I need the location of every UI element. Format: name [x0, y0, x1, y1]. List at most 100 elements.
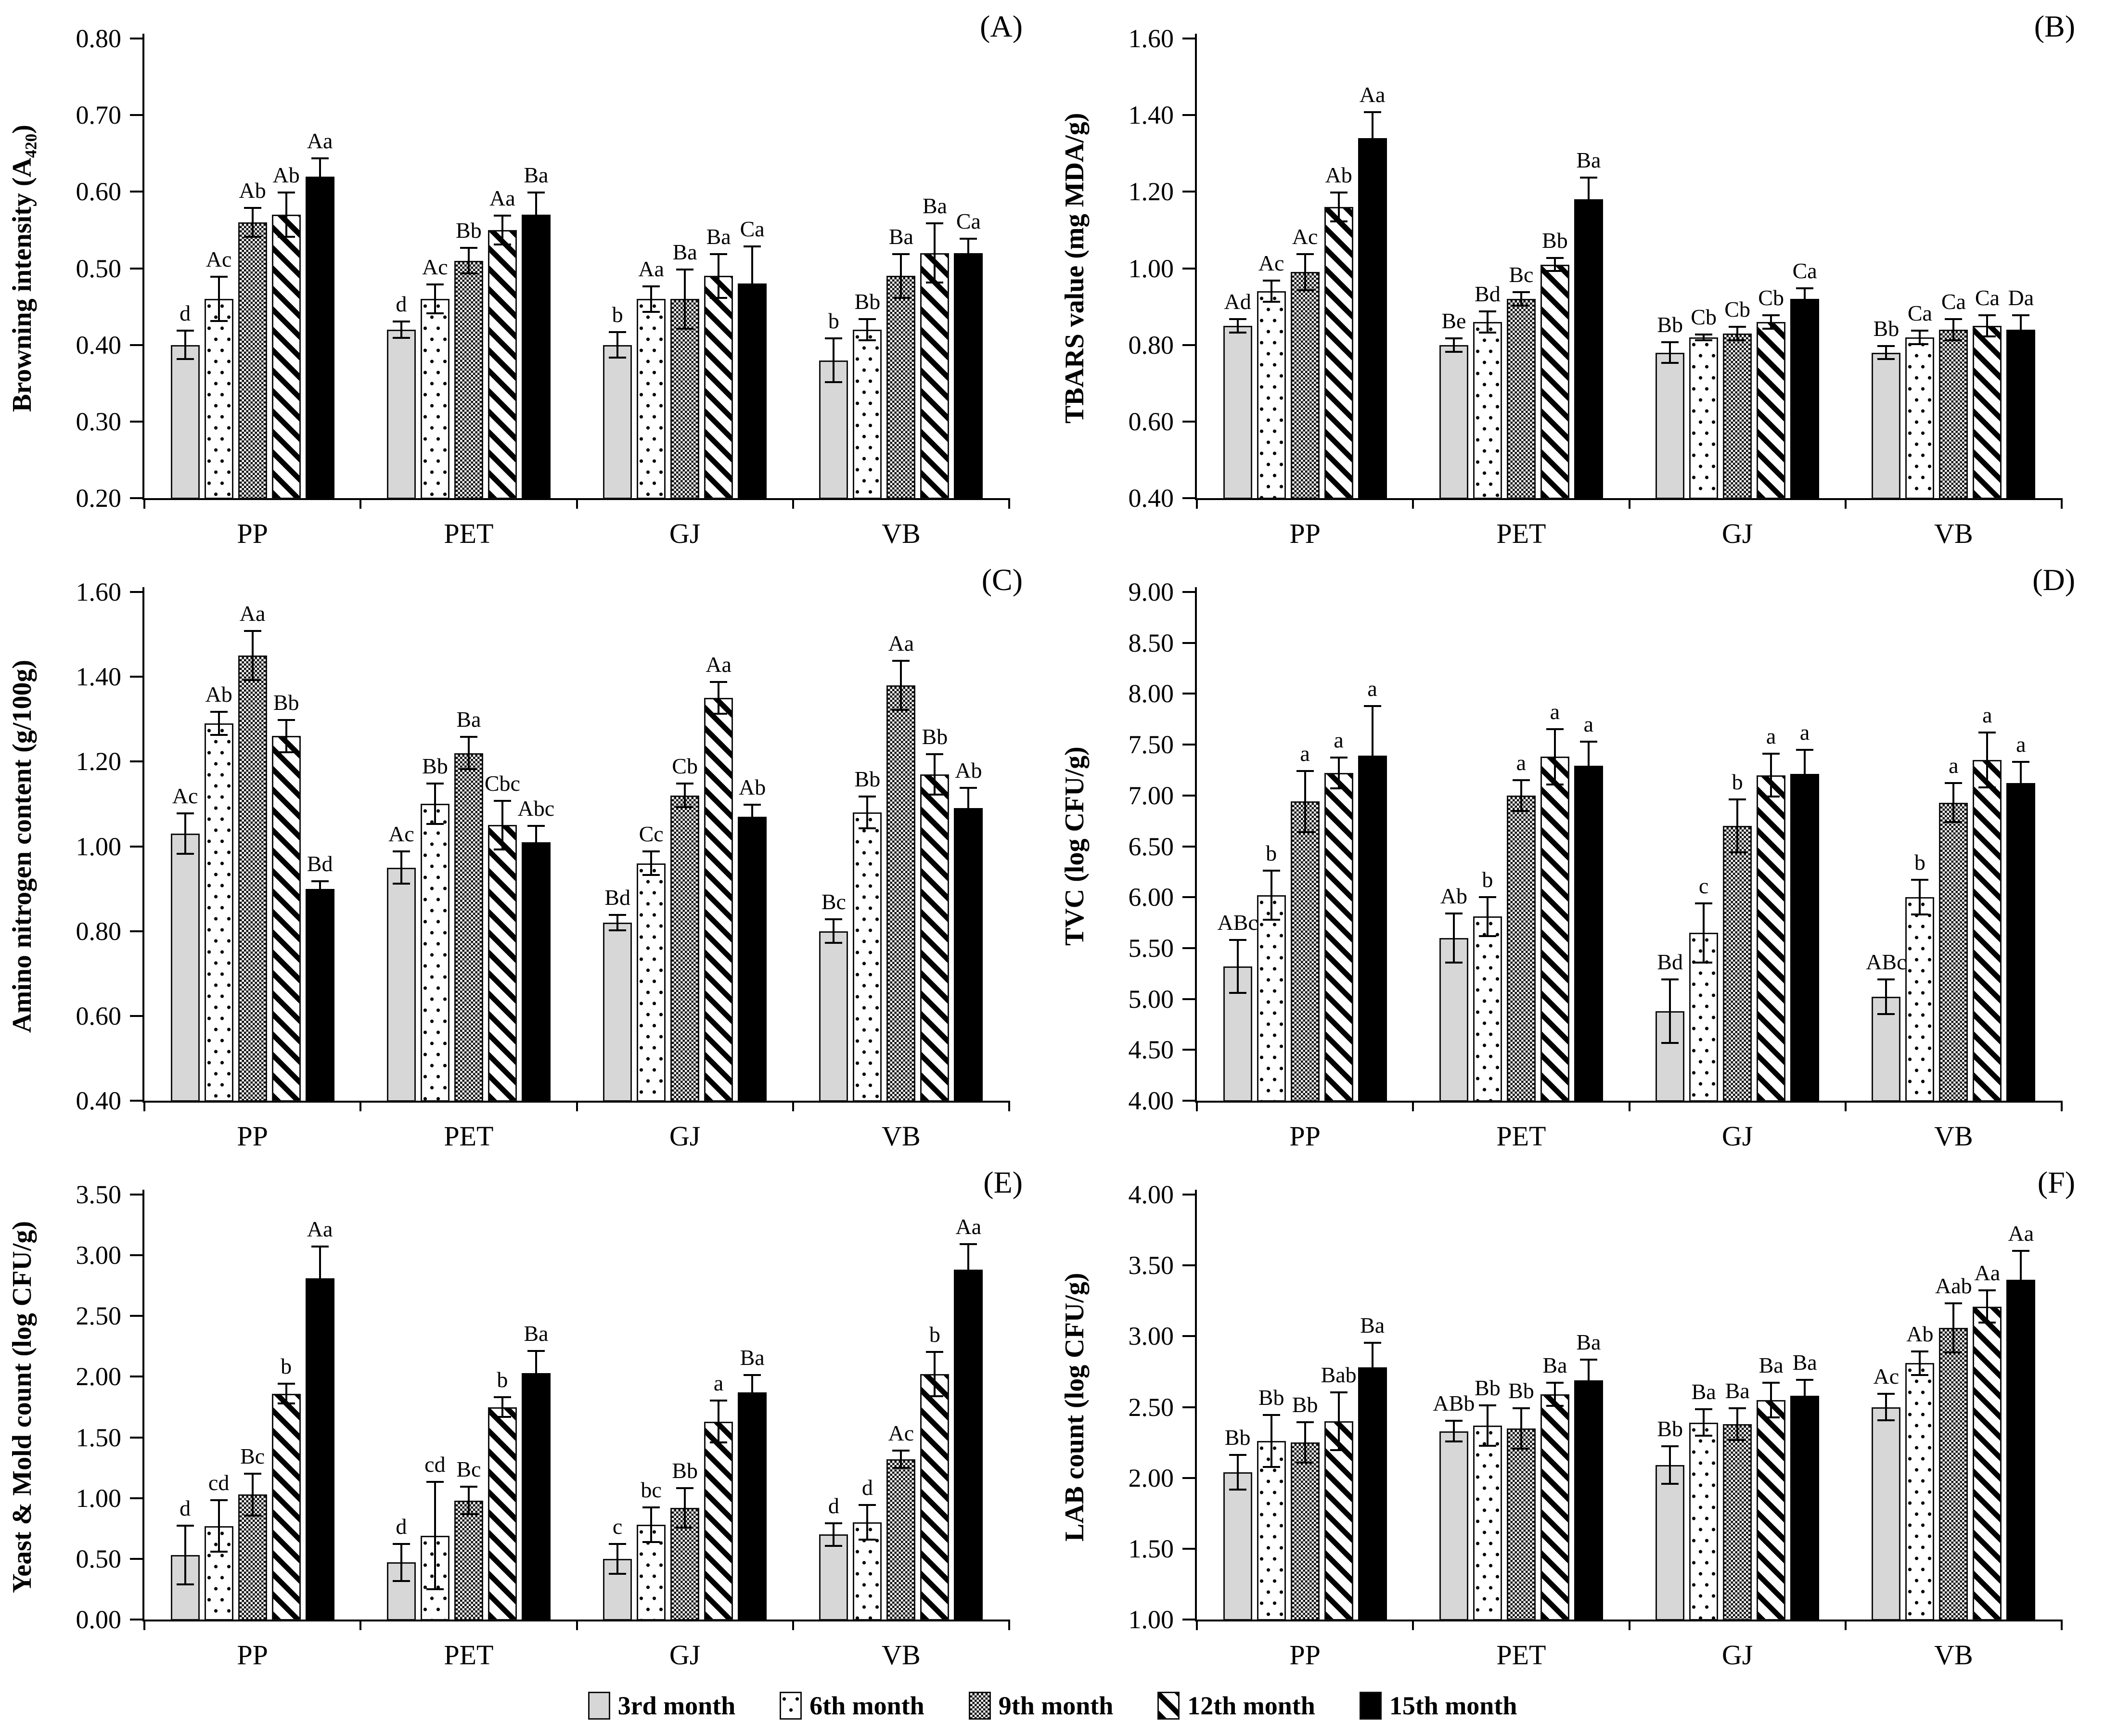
- x-tick: [1412, 1101, 1414, 1111]
- chart-browning-intensity: 0.20 0.30 0.40 0.50 0.60 0.70 0.80 PP PET GJ VB Bro…: [0, 0, 1052, 553]
- bar: [1223, 1472, 1252, 1620]
- bar-annotation: b: [1266, 841, 1277, 866]
- error-bar-cap-top: [744, 1374, 761, 1376]
- y-tick-label: 0.00: [76, 1605, 122, 1634]
- error-bar-cap-bottom: [676, 806, 694, 809]
- bar-annotation: Bc: [240, 1443, 265, 1468]
- bar-annotation: Bb: [1657, 1416, 1683, 1441]
- bar: [454, 260, 483, 499]
- y-tick-label: 7.50: [1128, 730, 1174, 759]
- error-bar-line: [218, 276, 220, 322]
- error-bar-line: [535, 825, 537, 859]
- error-bar: [1978, 731, 1996, 788]
- x-tick: [1844, 498, 1847, 509]
- error-bar-cap-top: [311, 880, 329, 882]
- error-bar-cap-bottom: [277, 751, 295, 753]
- error-bar: [1695, 333, 1713, 341]
- error-bar-line: [1452, 1419, 1455, 1443]
- error-bar: [1911, 1350, 1929, 1376]
- error-bar: [244, 1472, 261, 1517]
- panel-label: (E): [983, 1165, 1023, 1199]
- error-bar-cap-top: [1512, 1407, 1530, 1409]
- bar: [1506, 1428, 1536, 1620]
- y-tick: [1182, 1049, 1195, 1051]
- x-group-label: VB: [882, 1120, 921, 1152]
- error-bar-cap-bottom: [1877, 358, 1895, 360]
- error-bar-cap-bottom: [710, 297, 728, 299]
- error-bar-cap-top: [493, 1396, 511, 1398]
- error-bar-cap-top: [1546, 728, 1564, 731]
- error-bar-cap-bottom: [1262, 1466, 1280, 1468]
- error-bar-cap-bottom: [642, 310, 660, 313]
- y-tick: [1182, 1406, 1195, 1408]
- error-bar-cap-top: [960, 237, 977, 240]
- y-axis: [1195, 587, 1197, 1103]
- bar: [1723, 1424, 1752, 1620]
- error-bar-cap-bottom: [460, 272, 477, 275]
- bar-annotation: Bd: [1475, 282, 1501, 307]
- bar-annotation: Ac: [1292, 224, 1318, 249]
- y-tick: [130, 1015, 142, 1017]
- error-bar-cap-bottom: [1762, 327, 1780, 330]
- error-bar-line: [218, 710, 220, 736]
- y-tick-label: 0.80: [1128, 330, 1174, 360]
- error-bar-cap-bottom: [460, 1513, 477, 1516]
- error-bar-cap-bottom: [1363, 163, 1381, 165]
- y-tick-label: 0.80: [76, 24, 122, 53]
- y-tick-label: 1.00: [76, 832, 122, 861]
- bar: [1358, 1367, 1387, 1620]
- bar-annotation: Cb: [672, 754, 698, 779]
- error-bar-cap-bottom: [244, 1514, 261, 1517]
- error-bar: [1796, 1378, 1814, 1413]
- error-bar: [392, 850, 410, 885]
- error-bar: [1695, 1408, 1713, 1437]
- y-axis-label: TVC (log CFU/g): [1060, 746, 1090, 946]
- error-bar-line: [900, 1449, 902, 1469]
- bar-annotation: b: [1732, 770, 1743, 795]
- error-bar: [210, 1499, 228, 1553]
- bar-annotation: d: [396, 291, 407, 316]
- error-bar: [2012, 760, 2030, 806]
- error-bar: [1478, 1404, 1496, 1447]
- error-bar-cap-top: [676, 268, 694, 270]
- y-tick-label: 0.40: [76, 1086, 122, 1115]
- bar: [1540, 757, 1569, 1102]
- error-bar: [642, 1506, 660, 1543]
- error-bar-line: [1236, 939, 1239, 994]
- error-bar: [1229, 318, 1246, 334]
- error-bar-cap-bottom: [1296, 1462, 1314, 1464]
- panel-label: (B): [2034, 9, 2075, 43]
- error-bar: [744, 245, 761, 322]
- error-bar-cap-bottom: [676, 1526, 694, 1529]
- legend-swatch-solid-gray: [588, 1691, 610, 1720]
- error-bar-cap-top: [176, 812, 194, 815]
- error-bar-cap-top: [1729, 1407, 1746, 1409]
- error-bar-line: [400, 320, 402, 339]
- bar: [886, 1459, 916, 1620]
- error-bar-cap-bottom: [1478, 331, 1496, 334]
- error-bar: [2012, 314, 2030, 345]
- error-bar-cap-top: [1877, 345, 1895, 347]
- y-tick-label: 3.00: [76, 1241, 122, 1270]
- error-bar-line: [434, 783, 436, 825]
- y-tick: [130, 676, 142, 678]
- error-bar: [1229, 939, 1246, 994]
- error-bar: [1330, 1391, 1348, 1451]
- error-bar-cap-bottom: [1229, 992, 1246, 994]
- bar: [819, 1534, 848, 1620]
- error-bar-cap-top: [1978, 1289, 1996, 1292]
- bar: [1790, 299, 1820, 499]
- error-bar-cap-top: [1363, 111, 1381, 114]
- error-bar-cap-bottom: [244, 235, 261, 238]
- legend-swatch-dots: [780, 1691, 802, 1720]
- y-tick-label: 5.50: [1128, 933, 1174, 963]
- error-bar-cap-top: [1229, 318, 1246, 320]
- bar-annotation: Aa: [307, 1216, 333, 1241]
- error-bar-line: [1304, 770, 1306, 833]
- error-bar: [859, 1504, 876, 1541]
- bar-annotation: Bb: [854, 766, 881, 791]
- bar: [853, 812, 882, 1102]
- error-bar-cap-top: [2012, 314, 2030, 316]
- error-bar-cap-top: [426, 283, 444, 286]
- x-tick: [1412, 1620, 1414, 1630]
